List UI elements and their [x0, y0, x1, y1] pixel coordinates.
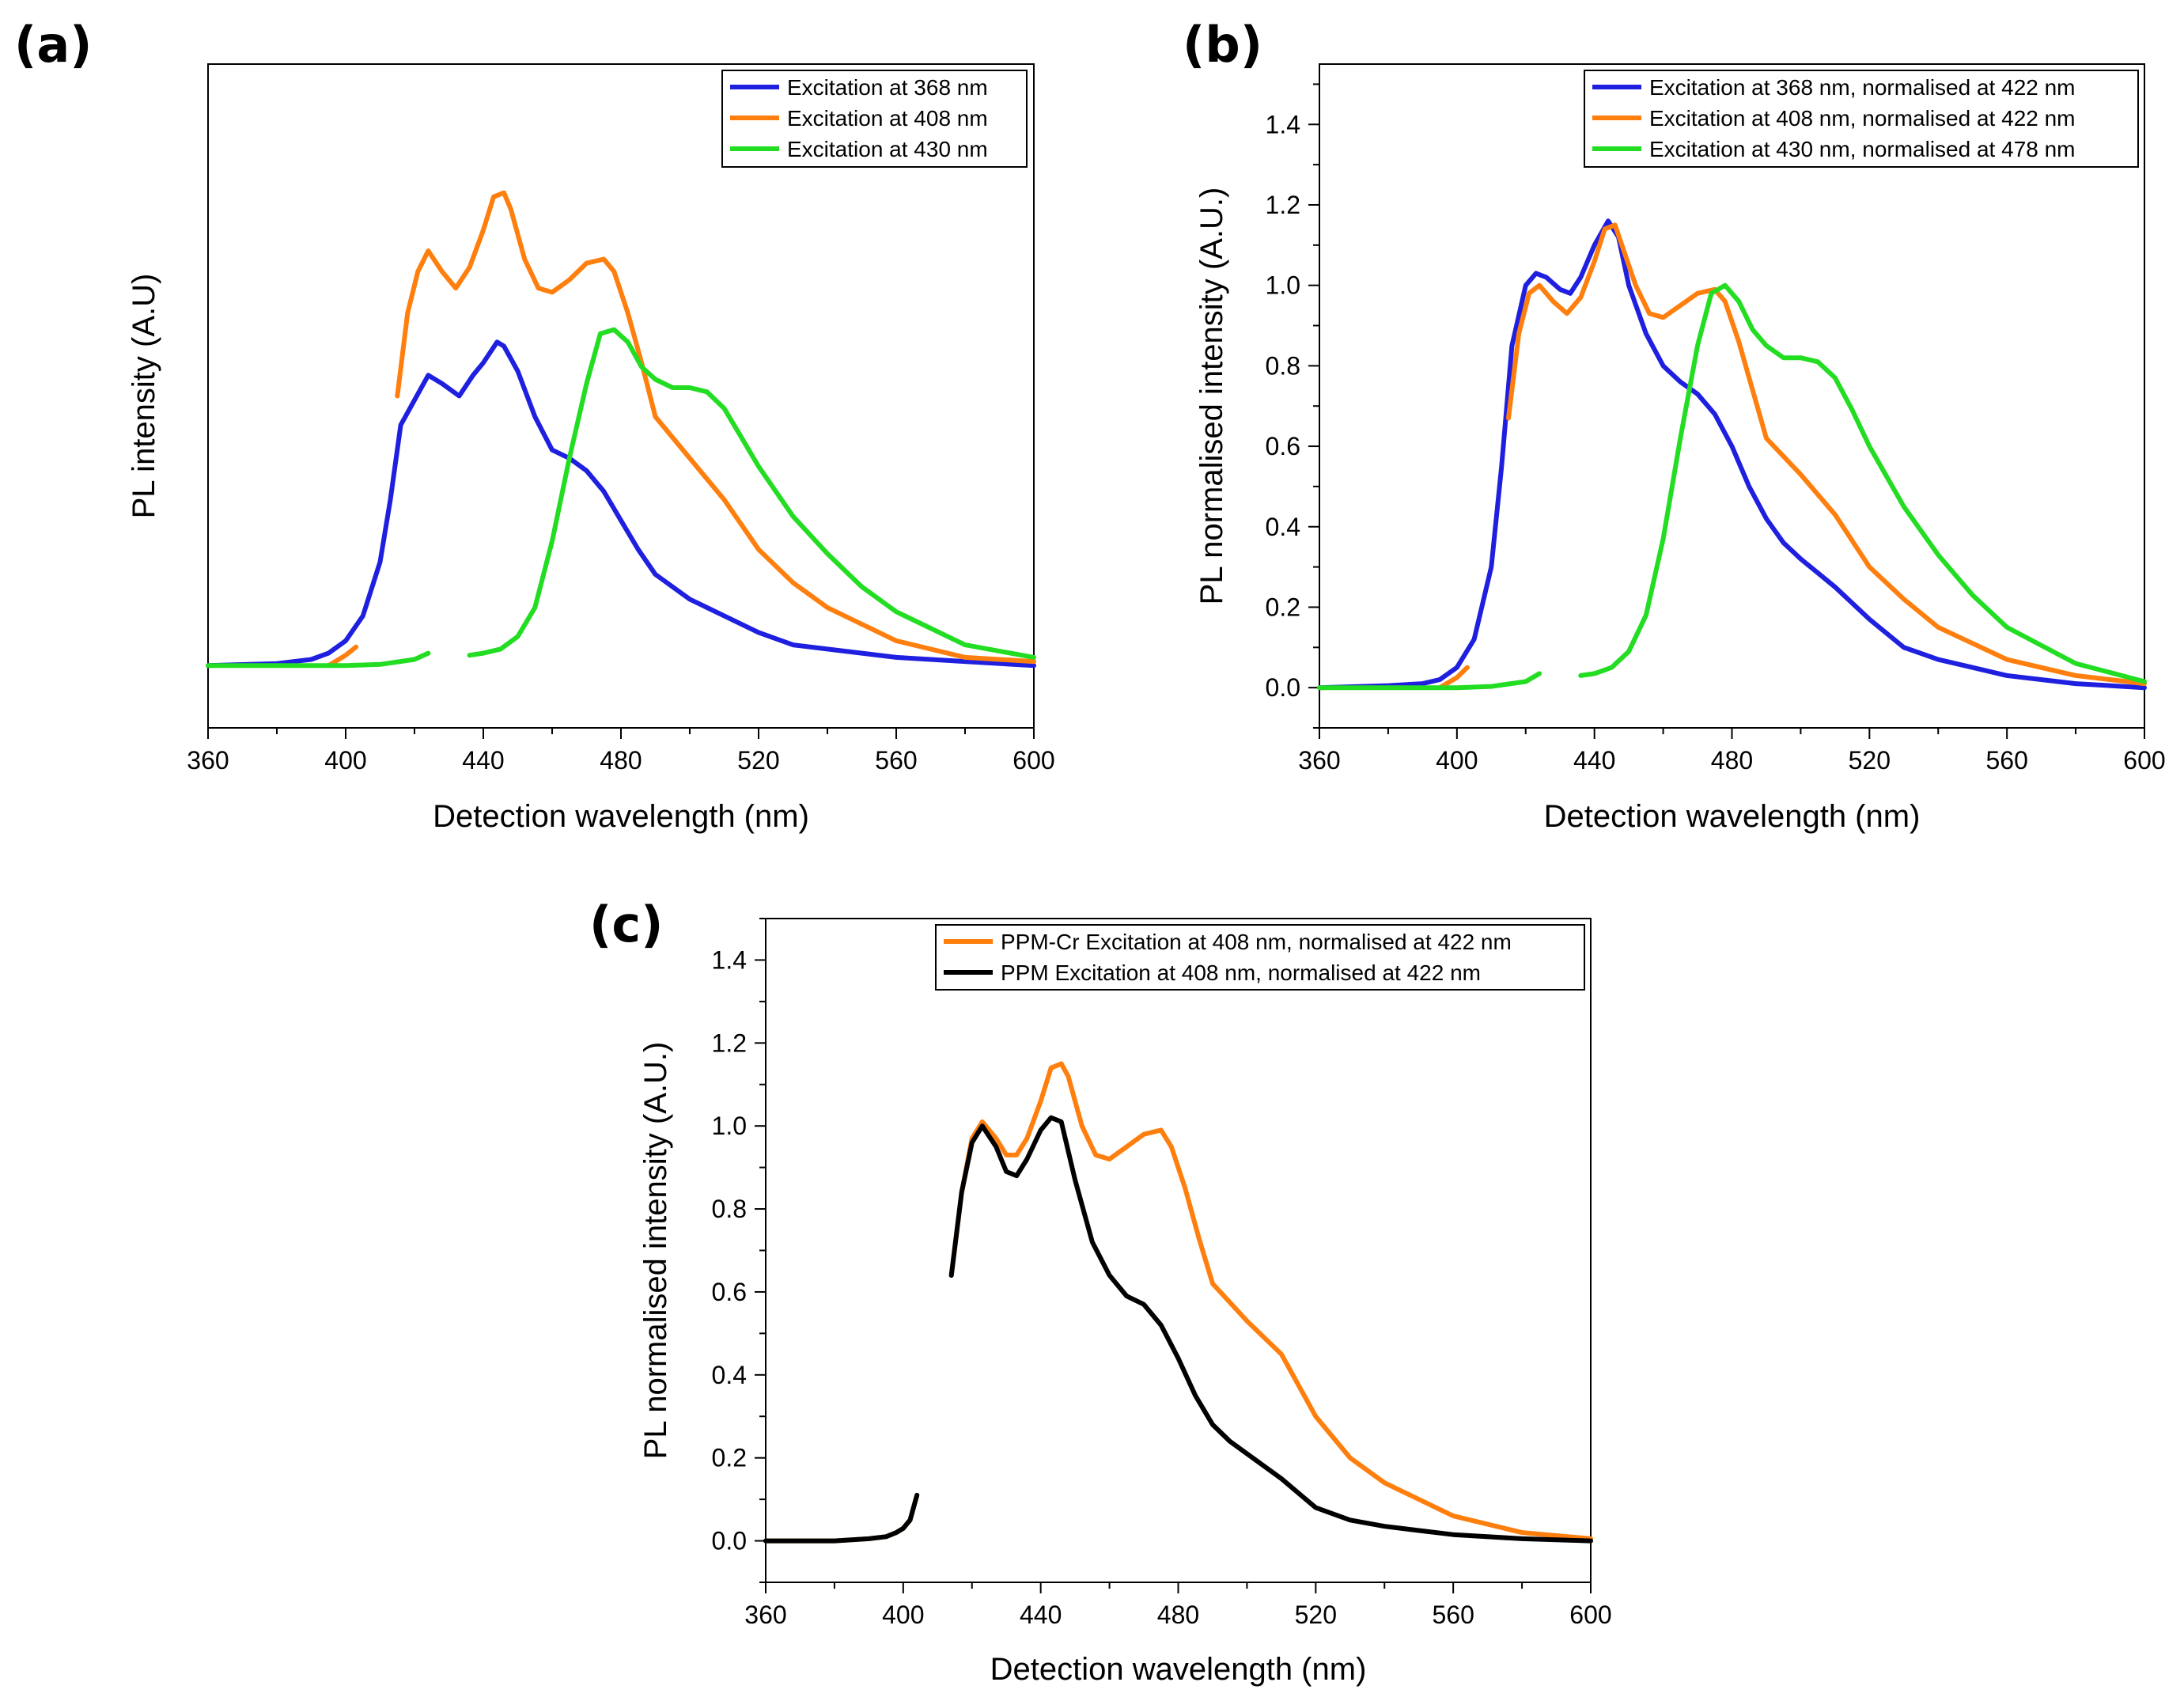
x-tick-label-b: 560	[1985, 746, 2027, 775]
y-tick-label-b: 1.0	[1266, 271, 1300, 300]
y-tick-label-c: 0.4	[712, 1361, 747, 1389]
y-tick-label-b: 0.0	[1266, 673, 1300, 702]
x-axis-label-a: Detection wavelength (nm)	[433, 799, 809, 834]
x-tick-label-c: 600	[1569, 1601, 1611, 1629]
series-line-b-2-0	[1317, 671, 1542, 691]
x-tick-label-b: 400	[1436, 746, 1478, 775]
plot-frame-c	[765, 918, 1592, 1583]
y-axis-label-a: PL intensity (A.U)	[127, 274, 161, 519]
y-tick-label-c: 0.6	[712, 1278, 747, 1306]
x-tick-label-a: 400	[324, 746, 366, 775]
series-line-a-2-1	[467, 327, 1036, 660]
legend-b	[1584, 70, 2139, 168]
x-tick-label-a: 440	[462, 746, 504, 775]
x-axis-label-b: Detection wavelength (nm)	[1544, 799, 1921, 834]
legend-entry-a-2: Excitation at 430 nm	[787, 137, 988, 161]
legend-entry-a-0: Excitation at 368 nm	[787, 75, 988, 100]
x-tick-label-c: 360	[744, 1601, 786, 1629]
panel-label-c: (c)	[589, 896, 664, 953]
y-tick-label-b: 1.4	[1266, 110, 1300, 138]
chart-c: 360 400 440 480 520 560 600 0.0 0.2 0.4 0.6 0.8 1.0 1…	[638, 918, 1612, 1687]
x-tick-label-c: 560	[1432, 1601, 1474, 1629]
x-tick-label-c: 520	[1295, 1601, 1337, 1629]
y-tick-label-c: 0.2	[712, 1444, 747, 1472]
legend-c	[935, 924, 1585, 991]
x-tick-label-b: 360	[1298, 746, 1340, 775]
series-line-b-1-0	[1437, 665, 1470, 691]
series-line-c-1-0	[763, 1492, 920, 1544]
x-tick-label-a: 600	[1013, 746, 1054, 775]
y-tick-label-b: 0.8	[1266, 351, 1300, 380]
legend-entry-c-0: PPM-Cr Excitation at 408 nm, normalised …	[1001, 930, 1512, 954]
series-line-a-1-0	[326, 644, 359, 669]
x-tick-label-c: 400	[882, 1601, 924, 1629]
legend-entry-c-1: PPM Excitation at 408 nm, normalised at …	[1001, 960, 1481, 985]
x-tick-label-b: 520	[1849, 746, 1891, 775]
y-tick-label-c: 1.0	[712, 1112, 747, 1140]
y-axis-label-b: PL normalised intensity (A.U.)	[1194, 188, 1229, 605]
series-line-b-0-0	[1317, 218, 2147, 691]
x-tick-label-a: 480	[600, 746, 642, 775]
y-axis-label-c: PL normalised intensity (A.U.)	[638, 1042, 673, 1460]
x-tick-label-a: 560	[875, 746, 917, 775]
x-tick-label-c: 480	[1157, 1601, 1199, 1629]
chart-b: 360 400 440 480 520 560 600 0.0 0.2 0.4 0.6 0.8 1.0 1…	[1194, 63, 2166, 834]
series-line-a-0-0	[206, 339, 1036, 669]
series-line-c-0-1	[948, 1061, 1593, 1541]
x-axis-label-c: Detection wavelength (nm)	[990, 1652, 1367, 1687]
legend-entry-b-0: Excitation at 368 nm, normalised at 422 …	[1649, 75, 2076, 100]
panel-label-a: (a)	[14, 16, 93, 74]
series-line-b-2-1	[1578, 282, 2147, 684]
legend-entry-b-2: Excitation at 430 nm, normalised at 478 …	[1649, 137, 2076, 161]
x-tick-label-b: 440	[1573, 746, 1615, 775]
x-tick-label-a: 520	[737, 746, 779, 775]
panel-label-b: (b)	[1183, 16, 1263, 74]
y-tick-label-c: 0.8	[712, 1195, 747, 1223]
y-tick-label-c: 0.0	[712, 1527, 747, 1555]
y-tick-label-b: 0.6	[1266, 432, 1300, 460]
chart-a: 360 400 440 480 520 560 600 Detection wavelengt…	[127, 63, 1055, 834]
x-tick-label-b: 600	[2123, 746, 2165, 775]
y-tick-label-c: 1.4	[712, 945, 747, 974]
series-line-b-1-1	[1506, 222, 2147, 687]
series-line-a-2-0	[206, 650, 431, 669]
x-tick-label-a: 360	[187, 746, 229, 775]
legend-entry-a-1: Excitation at 408 nm	[787, 106, 988, 131]
y-tick-label-b: 1.2	[1266, 191, 1300, 219]
legend-entry-b-1: Excitation at 408 nm, normalised at 422 …	[1649, 106, 2076, 131]
y-tick-label-b: 0.4	[1266, 513, 1300, 541]
y-tick-label-c: 1.2	[712, 1029, 747, 1057]
series-line-a-1-1	[395, 190, 1036, 665]
series-line-c-1-1	[948, 1115, 1593, 1544]
x-tick-label-b: 480	[1711, 746, 1753, 775]
x-tick-label-c: 440	[1020, 1601, 1062, 1629]
y-tick-label-b: 0.2	[1266, 593, 1300, 621]
